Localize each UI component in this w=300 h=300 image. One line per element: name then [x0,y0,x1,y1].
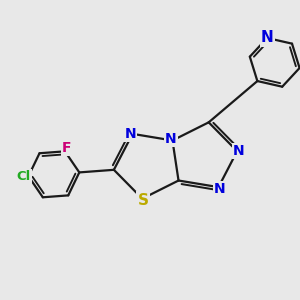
Text: N: N [214,182,226,196]
Text: N: N [124,127,136,141]
Text: N: N [261,31,274,46]
Text: Cl: Cl [17,170,31,183]
Text: F: F [62,141,71,155]
Text: S: S [137,193,148,208]
Text: N: N [233,144,244,158]
Text: N: N [165,132,177,146]
